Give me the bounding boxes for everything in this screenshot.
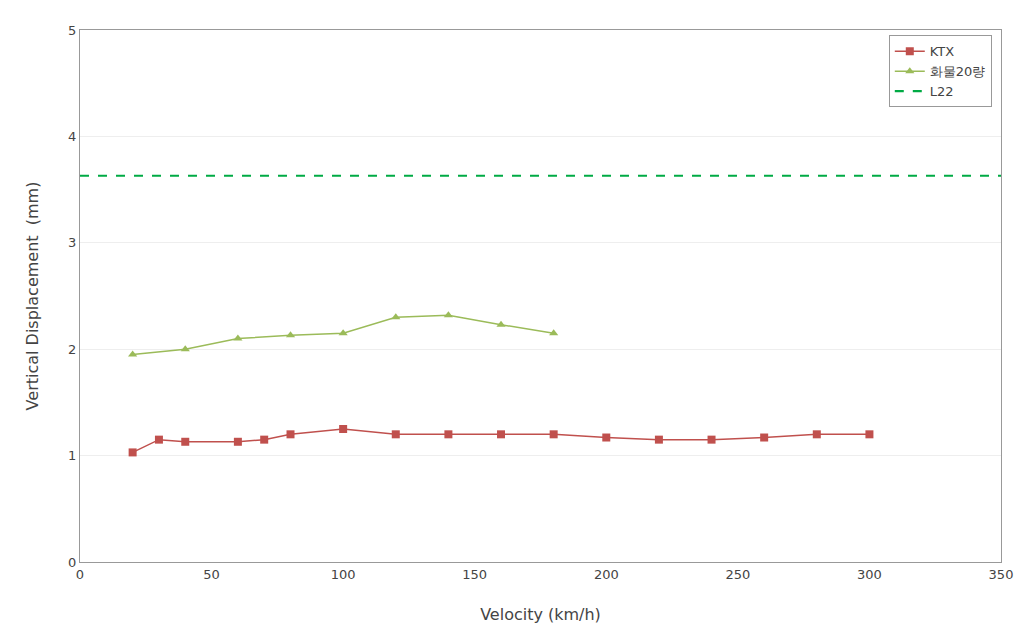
svg-text:Vertical Displacement (mm): Vertical Displacement (mm) bbox=[23, 182, 42, 411]
svg-text:250: 250 bbox=[725, 567, 750, 582]
svg-text:150: 150 bbox=[462, 567, 487, 582]
svg-text:50: 50 bbox=[203, 567, 220, 582]
svg-text:0: 0 bbox=[76, 567, 84, 582]
svg-text:2: 2 bbox=[68, 342, 76, 357]
svg-text:200: 200 bbox=[594, 567, 619, 582]
svg-text:1: 1 bbox=[68, 448, 76, 463]
svg-text:Velocity (km/h): Velocity (km/h) bbox=[480, 605, 601, 624]
svg-text:화물20량: 화물20량 bbox=[930, 64, 986, 79]
svg-text:KTX: KTX bbox=[930, 44, 954, 59]
svg-text:0: 0 bbox=[68, 555, 76, 570]
svg-text:350: 350 bbox=[989, 567, 1014, 582]
svg-text:4: 4 bbox=[68, 129, 76, 144]
svg-text:L22: L22 bbox=[930, 84, 954, 99]
svg-text:300: 300 bbox=[857, 567, 882, 582]
svg-text:3: 3 bbox=[68, 235, 76, 250]
svg-text:5: 5 bbox=[68, 23, 76, 38]
svg-text:100: 100 bbox=[331, 567, 356, 582]
